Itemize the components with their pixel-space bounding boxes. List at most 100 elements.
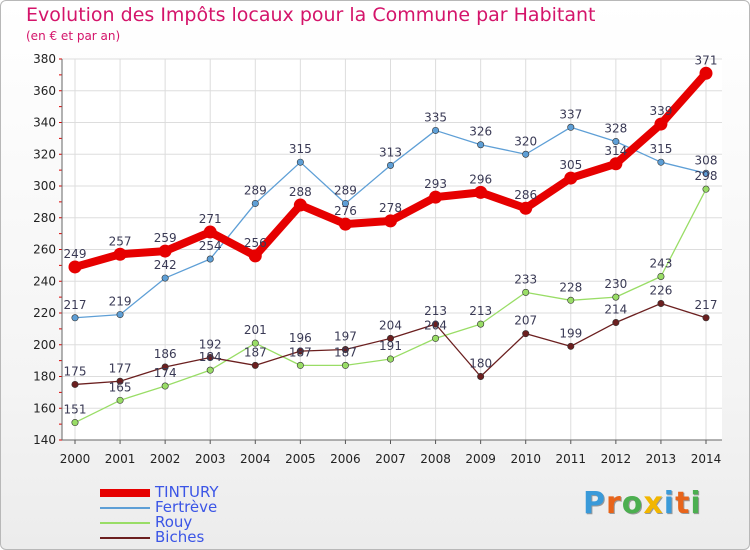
point-tintury xyxy=(293,198,307,212)
x-tick-label: 2000 xyxy=(60,452,91,466)
point-tintury xyxy=(564,171,578,185)
point-fertreve xyxy=(702,169,710,177)
point-biches xyxy=(657,299,665,307)
data-label-biches: 199 xyxy=(559,326,582,340)
data-label-fertreve: 217 xyxy=(64,298,87,312)
point-biches xyxy=(477,372,485,380)
point-tintury xyxy=(338,217,352,231)
data-label-biches: 213 xyxy=(424,304,447,318)
legend-label: Rouy xyxy=(155,513,193,531)
x-tick-label: 2007 xyxy=(375,452,406,466)
point-tintury xyxy=(384,214,397,228)
y-tick-label: 200 xyxy=(33,338,56,352)
point-tintury xyxy=(248,249,262,263)
data-label-biches: 186 xyxy=(154,347,177,361)
point-rouy xyxy=(296,361,304,369)
data-label-fertreve: 315 xyxy=(649,142,672,156)
logo-letter: t xyxy=(675,486,691,521)
data-label-biches: 217 xyxy=(695,298,718,312)
y-tick-label: 260 xyxy=(33,243,56,257)
point-tintury xyxy=(68,260,82,274)
y-tick-label: 280 xyxy=(33,211,56,225)
legend-item: Rouy xyxy=(100,515,219,530)
legend-swatch xyxy=(100,536,150,539)
data-label-biches: 207 xyxy=(514,314,537,328)
data-label-rouy: 187 xyxy=(289,345,312,359)
data-label-tintury: 256 xyxy=(244,236,267,250)
data-label-tintury: 276 xyxy=(334,204,357,218)
point-rouy xyxy=(612,293,620,301)
y-tick-label: 220 xyxy=(33,306,56,320)
point-fertreve xyxy=(567,123,575,131)
point-tintury xyxy=(429,190,443,204)
legend-label: Fertrève xyxy=(155,498,218,516)
point-biches xyxy=(702,314,710,322)
point-fertreve xyxy=(206,255,214,263)
data-label-rouy: 228 xyxy=(559,280,582,294)
data-label-biches: 204 xyxy=(379,318,402,332)
point-rouy xyxy=(71,419,79,427)
data-label-tintury: 271 xyxy=(199,212,222,226)
point-fertreve xyxy=(71,314,79,322)
point-fertreve xyxy=(341,199,349,207)
y-tick-label: 240 xyxy=(33,274,56,288)
point-tintury xyxy=(654,117,668,131)
point-biches xyxy=(522,330,530,338)
point-biches xyxy=(116,377,124,385)
point-rouy xyxy=(251,339,259,347)
data-label-biches: 175 xyxy=(64,364,87,378)
point-tintury xyxy=(203,225,217,239)
x-tick-label: 2014 xyxy=(691,452,722,466)
point-biches xyxy=(71,380,79,388)
legend-item: Biches xyxy=(100,530,219,545)
data-label-rouy: 230 xyxy=(604,277,627,291)
logo-letter: r xyxy=(606,486,622,521)
point-fertreve xyxy=(432,126,440,134)
x-tick-label: 2001 xyxy=(105,452,136,466)
x-tick-label: 2012 xyxy=(601,452,632,466)
data-label-fertreve: 313 xyxy=(379,145,402,159)
x-tick-label: 2011 xyxy=(556,452,587,466)
point-biches xyxy=(206,353,214,361)
logo-letter: o xyxy=(621,486,644,521)
point-rouy xyxy=(432,334,440,342)
y-tick-label: 380 xyxy=(33,52,56,66)
point-tintury xyxy=(609,157,623,171)
y-tick-label: 160 xyxy=(33,401,56,415)
data-label-fertreve: 242 xyxy=(154,258,177,272)
data-label-tintury: 288 xyxy=(289,185,312,199)
data-label-tintury: 293 xyxy=(424,177,447,191)
logo-letter: P xyxy=(583,486,606,521)
data-label-biches: 192 xyxy=(199,337,222,351)
point-biches xyxy=(296,347,304,355)
point-biches xyxy=(567,342,575,350)
data-label-tintury: 371 xyxy=(695,53,718,67)
point-biches xyxy=(386,334,394,342)
proxiti-logo: Proxiti xyxy=(583,486,702,522)
data-label-rouy: 213 xyxy=(469,304,492,318)
point-rouy xyxy=(386,355,394,363)
chart-subtitle: (en € et par an) xyxy=(26,29,121,43)
x-tick-label: 2002 xyxy=(150,452,181,466)
data-label-rouy: 204 xyxy=(424,318,447,332)
chart-legend: TINTURY Fertrève Rouy Biches xyxy=(100,485,219,545)
y-tick-label: 300 xyxy=(33,179,56,193)
point-tintury xyxy=(158,244,172,258)
data-label-fertreve: 219 xyxy=(109,295,132,309)
point-rouy xyxy=(477,320,485,328)
point-fertreve xyxy=(251,199,259,207)
data-label-tintury: 249 xyxy=(64,247,87,261)
point-biches xyxy=(432,320,440,328)
point-tintury xyxy=(474,185,488,199)
data-label-fertreve: 289 xyxy=(244,183,267,197)
legend-swatch xyxy=(100,488,150,497)
point-rouy xyxy=(522,288,530,296)
x-tick-label: 2013 xyxy=(646,452,677,466)
logo-letter: x xyxy=(643,486,664,521)
point-tintury xyxy=(113,247,127,261)
data-label-rouy: 298 xyxy=(695,169,718,183)
data-label-biches: 197 xyxy=(334,330,357,344)
point-fertreve xyxy=(386,161,394,169)
data-label-fertreve: 315 xyxy=(289,142,312,156)
